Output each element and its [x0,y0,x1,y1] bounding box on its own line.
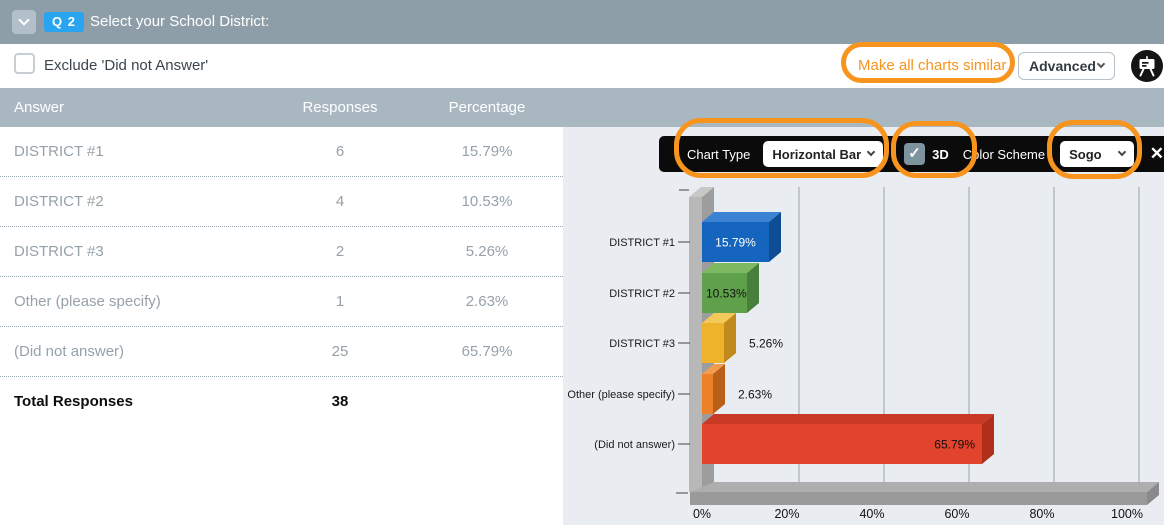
advanced-dropdown-label: Advanced [1029,58,1096,74]
axis-floor-top [690,482,1159,492]
results-table: DISTRICT #1 6 15.79% DISTRICT #2 4 10.53… [0,127,563,525]
responses-cell: 2 [335,243,345,260]
answer-cell: DISTRICT #3 [14,243,104,260]
bar-side-face [747,263,759,313]
axis-floor-side [1147,482,1159,505]
responses-cell: 4 [335,193,345,210]
x-axis-tick-label: 20% [774,507,799,521]
total-label: Total Responses [14,393,133,410]
value-label: 10.53% [706,287,747,301]
exclude-did-not-answer-label: Exclude 'Did not Answer' [44,57,209,74]
question-header-bar: Q 2 Select your School District: [0,0,1164,44]
make-all-charts-similar-link[interactable]: Make all charts similar [858,57,1007,74]
total-value: 38 [331,393,349,410]
chart-type-dropdown[interactable]: Horizontal Bar [763,141,884,167]
percentage-cell: 10.53% [461,193,513,210]
chevron-down-icon [1117,147,1126,157]
exclude-did-not-answer-checkbox[interactable] [14,53,35,74]
table-row: (Did not answer) 25 65.79% [0,327,563,377]
table-row: DISTRICT #3 2 5.26% [0,227,563,277]
bar-front-face [702,424,982,464]
color-scheme-label: Color Scheme [962,146,1046,162]
value-label: 2.63% [738,388,772,402]
category-label: DISTRICT #1 [609,237,675,249]
x-axis-tick-label: 40% [859,507,884,521]
axis-wall-front [689,197,702,492]
bar-top-face [702,212,781,222]
chart-panel: DISTRICT #1 15.79% DISTRICT #2 10.53% DISTRI… [563,127,1164,525]
color-scheme-dropdown[interactable]: Sogo [1060,141,1134,167]
chart-type-value: Horizontal Bar [772,146,862,162]
answer-cell: DISTRICT #2 [14,193,104,210]
advanced-dropdown[interactable]: Advanced [1018,52,1115,80]
horizontal-bar-chart: DISTRICT #1 15.79% DISTRICT #2 10.53% DISTRI… [567,187,1159,521]
question-number-badge: Q 2 [44,12,84,32]
value-label: 65.79% [934,438,975,452]
responses-cell: 6 [335,143,345,160]
bar-front-face [702,273,747,313]
category-label: (Did not answer) [594,439,675,451]
answer-cell: DISTRICT #1 [14,143,104,160]
question-title: Select your School District: [90,13,270,30]
responses-cell: 1 [335,293,345,310]
column-header-answer: Answer [14,99,65,116]
chevron-down-icon [866,147,876,157]
chart-type-label: Chart Type [687,146,751,162]
bar-side-face [724,313,736,363]
responses-cell: 25 [331,343,349,360]
chevron-down-icon [18,14,30,26]
x-axis-tick-label: 60% [944,507,969,521]
collapse-question-button[interactable] [12,10,36,34]
value-label: 15.79% [715,236,756,250]
axis-floor-front [690,492,1147,505]
chart-toolbar: Chart Type Horizontal Bar ✓ 3D Color Sch… [659,136,1164,172]
color-scheme-value: Sogo [1069,146,1102,162]
bar-side-face [713,364,725,414]
value-label: 5.26% [749,337,783,351]
three-d-checkbox[interactable]: ✓ [904,143,926,165]
percentage-cell: 2.63% [465,293,509,310]
chevron-down-icon [1096,59,1106,69]
presentation-screen-icon [1131,50,1163,82]
bar-side-face [769,212,781,262]
bar-top-face [702,364,725,374]
answer-cell: (Did not answer) [14,343,125,360]
three-d-label: 3D [932,146,949,162]
percentage-cell: 15.79% [461,143,513,160]
answer-cell: Other (please specify) [14,293,161,310]
x-axis-tick-label: 80% [1029,507,1054,521]
table-total-row: Total Responses 38 [0,377,563,427]
percentage-cell: 65.79% [461,343,513,360]
bar-side-face [982,414,994,464]
percentage-cell: 5.26% [465,243,509,260]
presentation-screen-button[interactable] [1131,50,1163,82]
table-row: DISTRICT #2 4 10.53% [0,177,563,227]
bar-front-face [702,374,713,414]
close-chart-button[interactable]: ✕ [1149,144,1164,163]
options-bar: Exclude 'Did not Answer' Make all charts… [0,44,1164,88]
x-axis-tick-label: 0% [693,507,711,521]
check-icon: ✓ [908,145,921,162]
table-header: Answer Responses Percentage [0,88,1164,127]
bar-front-face [702,222,769,262]
category-label: DISTRICT #2 [609,288,675,300]
x-axis-tick-label: 100% [1111,507,1143,521]
bar-front-face [702,323,724,363]
column-header-percentage: Percentage [448,99,526,116]
table-row: DISTRICT #1 6 15.79% [0,127,563,177]
table-row: Other (please specify) 1 2.63% [0,277,563,327]
category-label: Other (please specify) [567,389,675,401]
bar-top-face [702,414,994,424]
bar-top-face [702,263,759,273]
axis-wall-top [689,187,714,197]
bar-top-face [702,313,736,323]
column-header-responses: Responses [302,99,378,116]
category-label: DISTRICT #3 [609,338,675,350]
